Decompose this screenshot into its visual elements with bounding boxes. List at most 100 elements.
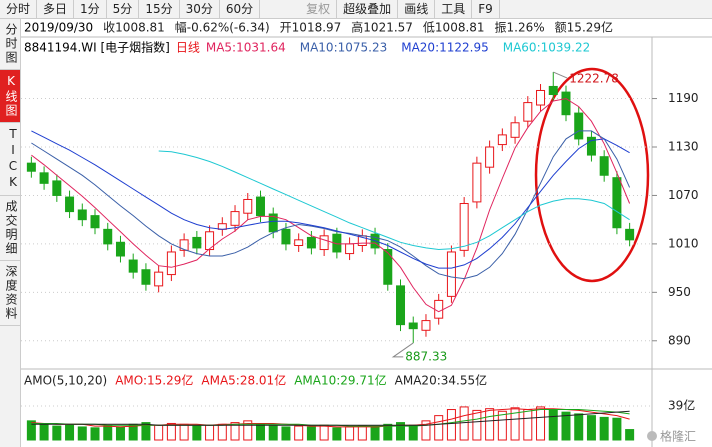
candle-body [345,243,355,255]
y-tick-label: 890 [668,333,691,347]
y-tick-label: 950 [668,285,691,299]
volume-bar [166,422,176,441]
candle-body [523,102,533,122]
quote-item: 高1021.57 [351,20,413,35]
chart-title: 8841194.WI [电子烟指数] [24,40,170,55]
legend-entry: AMA10:29.71亿 [294,373,386,388]
candle-body [319,235,329,251]
candle-body [383,249,393,285]
candle-body [485,146,495,168]
candle-body [255,196,265,217]
volume-bar [154,424,164,441]
candle-body [39,172,49,184]
high-label: 1222.78 [569,72,619,86]
candle-body [281,228,291,245]
sidebar: 分时图 K线图 TICK 成交明细 深度资料 [0,19,21,447]
candle-body [536,89,546,106]
volume-bar [370,426,380,441]
candle-body [205,231,215,251]
candle-body [128,259,138,273]
y-tick-label: 1070 [668,188,699,202]
sidebar-tab[interactable]: TICK [0,123,20,196]
volume-bar [523,409,533,441]
volume-bar [561,411,571,441]
toolbar-tab[interactable]: 15分 [139,0,180,18]
candle-body [408,322,418,330]
sidebar-tab[interactable]: K线图 [0,70,20,123]
volume-bar [115,426,125,441]
toolbar-tab[interactable]: 分时 [0,0,38,18]
volume-bar [536,406,546,441]
period-label: 日线 [176,41,200,55]
candle-body [166,251,176,276]
candle-body [103,228,113,245]
candle-body [625,228,635,241]
sidebar-tab[interactable]: 分时图 [0,19,20,70]
volume-bar [179,423,189,441]
y-tick-label: 39亿 [668,398,695,413]
quote-item: 振1.26% [495,21,545,35]
volume-bar [497,410,507,441]
candle-body [612,177,622,229]
quote-item: 低1008.81 [423,21,485,35]
volume-bar [332,427,342,441]
toolbar-tool[interactable]: 工具 [435,0,473,18]
volume-bar [485,408,495,441]
candle-body [243,198,253,214]
volume-bar [612,417,622,441]
legend-entry: AMA20:34.55亿 [395,373,487,388]
y-tick-label: 1010 [668,236,699,250]
volume-bar [510,407,520,441]
volume-bar [357,425,367,441]
toolbar-tool[interactable]: 复权 [300,0,338,18]
toolbar-tab[interactable]: 30分 [180,0,220,18]
quote-item: 幅-0.62%(-6.34) [175,20,270,35]
toolbar-tool[interactable]: F9 [472,0,500,18]
candle-body [434,299,444,319]
highlight-ellipse [534,67,650,283]
legend-entry: MA60:1039.22 [503,41,591,55]
volume-bar [39,423,49,441]
toolbar-tab[interactable]: 60分 [220,0,261,18]
y-tick-label: 1190 [668,91,699,105]
legend-entry: AMO:15.29亿 [115,373,193,388]
candle-body [90,215,100,229]
chart-title: AMO(5,10,20) [24,374,107,388]
candle-body [306,236,316,249]
volume-bar [319,424,329,441]
candle-body [472,162,482,203]
candle-body [26,162,36,172]
sidebar-tab[interactable]: 成交明细 [0,196,20,261]
quote-item: 开1018.97 [280,21,342,35]
volume-bar [52,425,62,441]
candle-body [52,180,62,196]
candle-body [115,241,125,257]
legend-entry: MA10:1075.23 [300,41,388,55]
indicator-line [158,150,630,251]
candle-body [230,211,240,226]
volume-bar [345,426,355,441]
quote-item: 额15.29亿 [555,20,613,35]
indicator-line [31,408,630,428]
candle-body [77,209,87,221]
toolbar-tool[interactable]: 画线 [398,0,436,18]
toolbar-tab[interactable]: 1分 [74,0,107,18]
volume-bar [26,420,36,441]
quote-item: 收1008.81 [103,21,165,35]
sidebar-tab[interactable]: 深度资料 [0,261,20,326]
legend-entry: AMA5:28.01亿 [201,373,286,388]
volume-bar [434,415,444,441]
toolbar-tab[interactable]: 多日 [37,0,75,18]
candle-body [548,85,558,96]
volume-bar [217,423,227,441]
toolbar-tab[interactable]: 5分 [107,0,140,18]
volume-bar [205,424,215,441]
candle-body [396,285,406,326]
low-label: 887.33 [405,349,447,363]
toolbar-tool[interactable]: 超级叠加 [337,0,399,18]
volume-bar [192,425,202,441]
volume-bar [243,420,253,441]
volume-bar [599,416,609,441]
